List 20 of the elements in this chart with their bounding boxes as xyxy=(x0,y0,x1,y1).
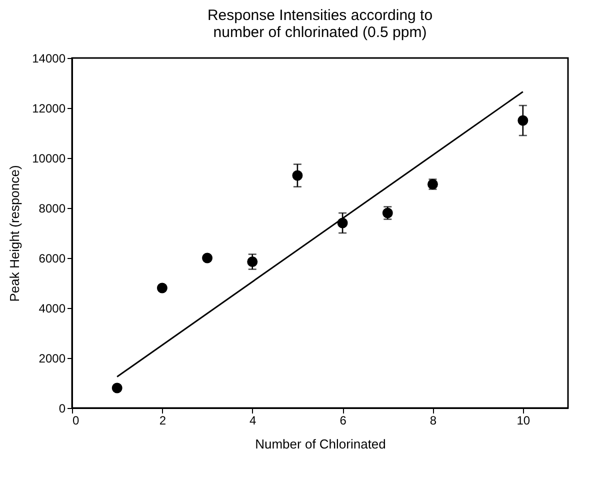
x-axis-title: Number of Chlorinated xyxy=(255,436,386,452)
x-tick-label: 2 xyxy=(159,414,166,428)
y-tick-label: 4000 xyxy=(38,302,66,316)
y-tick-label: 2000 xyxy=(38,352,66,366)
x-tick-label: 0 xyxy=(72,414,80,428)
y-tick-label: 0 xyxy=(58,402,66,416)
point xyxy=(156,282,168,294)
y-tick-label: 8000 xyxy=(38,202,66,216)
y-tick-label: 6000 xyxy=(38,252,66,266)
x-tick-label: 6 xyxy=(340,414,347,428)
y-tick-label: 12000 xyxy=(32,102,66,116)
x-tick-label: 4 xyxy=(250,414,257,428)
point xyxy=(202,252,213,264)
x-tick-label: 10 xyxy=(516,414,530,428)
point xyxy=(112,382,122,394)
y-tick-label: 10000 xyxy=(32,152,66,166)
x-tick-label: 8 xyxy=(430,414,437,428)
chart-title: Response Intensities according to number of chlorinated (0.5 ppm) xyxy=(207,7,433,41)
y-axis-title: Peak Height (responce) xyxy=(7,165,22,302)
y-tick-label: 14000 xyxy=(32,52,66,66)
